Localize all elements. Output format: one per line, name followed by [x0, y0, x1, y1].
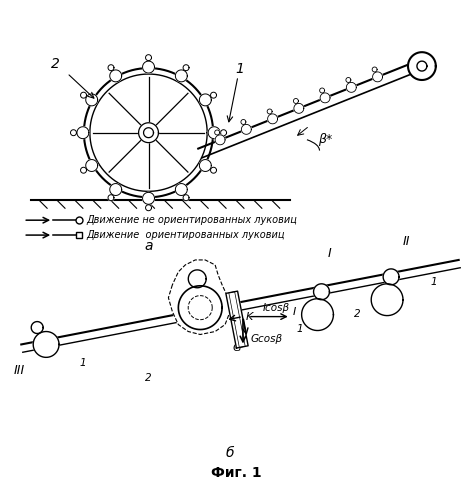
Text: 2: 2 [51, 57, 60, 71]
Polygon shape [33, 332, 59, 357]
Text: б: б [226, 446, 234, 460]
Text: Gsinβ: Gsinβ [198, 308, 227, 318]
Text: а: а [144, 239, 153, 253]
Polygon shape [143, 128, 154, 138]
Polygon shape [31, 322, 43, 334]
Polygon shape [77, 126, 89, 138]
Polygon shape [178, 286, 222, 330]
Polygon shape [168, 260, 230, 334]
Polygon shape [108, 64, 114, 70]
Polygon shape [268, 114, 278, 124]
Polygon shape [302, 298, 333, 330]
Text: Движение не ориентированных луковиц: Движение не ориентированных луковиц [86, 215, 297, 225]
Text: 1: 1 [296, 324, 303, 334]
Polygon shape [188, 270, 206, 288]
Polygon shape [241, 120, 246, 124]
Text: I: I [293, 306, 296, 316]
Polygon shape [175, 184, 187, 196]
Polygon shape [210, 92, 217, 98]
Polygon shape [183, 194, 189, 200]
Text: G: G [233, 344, 241, 353]
Polygon shape [210, 167, 217, 173]
Polygon shape [80, 167, 87, 173]
Polygon shape [346, 78, 351, 82]
Polygon shape [200, 94, 211, 106]
Polygon shape [226, 291, 248, 348]
Text: 1: 1 [236, 62, 245, 76]
Polygon shape [320, 88, 324, 93]
Polygon shape [86, 160, 97, 172]
Text: 2: 2 [354, 308, 360, 318]
Polygon shape [417, 61, 427, 71]
Polygon shape [241, 124, 251, 134]
Polygon shape [314, 284, 330, 300]
Polygon shape [346, 82, 356, 92]
Text: Движение  ориентированных луковиц: Движение ориентированных луковиц [86, 230, 284, 240]
Polygon shape [215, 135, 225, 145]
Polygon shape [371, 284, 403, 316]
Text: β*: β* [317, 132, 332, 145]
Polygon shape [70, 130, 77, 136]
Text: Gcosβ: Gcosβ [250, 334, 282, 344]
Polygon shape [183, 64, 189, 70]
Text: I: I [328, 247, 331, 260]
Polygon shape [146, 205, 151, 210]
Text: 1: 1 [430, 277, 437, 287]
Polygon shape [80, 92, 87, 98]
Polygon shape [84, 68, 213, 198]
Polygon shape [110, 184, 122, 196]
Polygon shape [142, 61, 155, 73]
Text: 1: 1 [79, 358, 86, 368]
Polygon shape [373, 72, 383, 82]
Polygon shape [320, 93, 330, 103]
Polygon shape [383, 269, 399, 285]
Polygon shape [200, 160, 211, 172]
Text: III: III [14, 364, 25, 378]
Polygon shape [294, 104, 304, 114]
Text: 2: 2 [145, 373, 152, 383]
Polygon shape [139, 123, 158, 142]
Text: II: II [402, 235, 410, 248]
Text: Фиг. 1: Фиг. 1 [210, 466, 261, 479]
Polygon shape [408, 52, 436, 80]
Polygon shape [86, 94, 97, 106]
Polygon shape [108, 194, 114, 200]
Polygon shape [267, 109, 272, 114]
Polygon shape [175, 70, 187, 82]
Text: Icosβ: Icosβ [263, 302, 290, 312]
Polygon shape [215, 130, 219, 135]
Polygon shape [293, 98, 298, 103]
Polygon shape [220, 130, 227, 136]
Polygon shape [146, 54, 151, 60]
Text: K: K [246, 312, 253, 322]
Polygon shape [142, 192, 155, 204]
Polygon shape [110, 70, 122, 82]
Polygon shape [372, 67, 377, 72]
Polygon shape [208, 126, 220, 138]
